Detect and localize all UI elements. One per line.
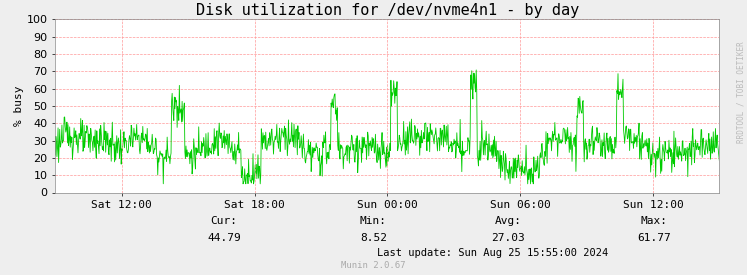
Text: 8.52: 8.52 [360, 233, 387, 243]
Text: Min:: Min: [360, 216, 387, 226]
Text: 44.79: 44.79 [207, 233, 241, 243]
Text: 61.77: 61.77 [636, 233, 671, 243]
Text: Avg:: Avg: [495, 216, 521, 226]
Text: Max:: Max: [640, 216, 667, 226]
Text: RRDTOOL / TOBI OETIKER: RRDTOOL / TOBI OETIKER [737, 41, 746, 143]
Title: Disk utilization for /dev/nvme4n1 - by day: Disk utilization for /dev/nvme4n1 - by d… [196, 3, 579, 18]
Y-axis label: % busy: % busy [14, 86, 24, 126]
Text: Last update: Sun Aug 25 15:55:00 2024: Last update: Sun Aug 25 15:55:00 2024 [377, 248, 609, 258]
Text: Munin 2.0.67: Munin 2.0.67 [341, 261, 406, 270]
Text: Cur:: Cur: [211, 216, 238, 226]
Text: 27.03: 27.03 [491, 233, 525, 243]
